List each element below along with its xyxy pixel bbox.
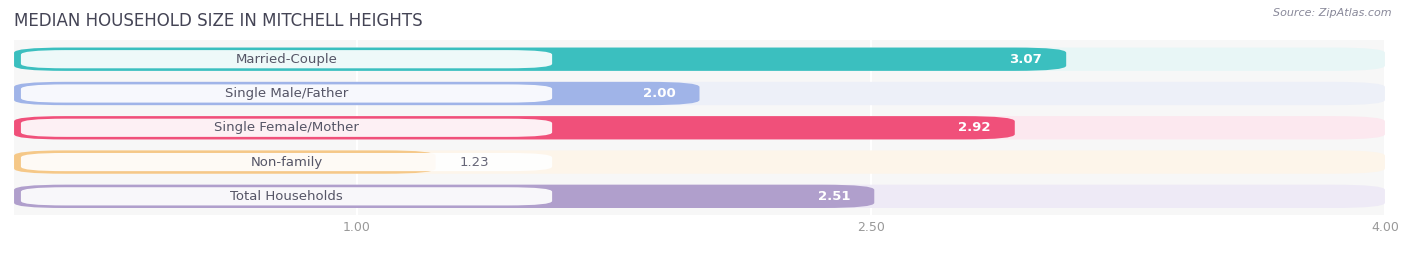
FancyBboxPatch shape (14, 116, 1015, 139)
Text: 1.23: 1.23 (460, 155, 489, 169)
FancyBboxPatch shape (14, 48, 1385, 71)
FancyBboxPatch shape (14, 150, 436, 174)
FancyBboxPatch shape (14, 48, 1066, 71)
FancyBboxPatch shape (21, 84, 553, 102)
Text: 3.07: 3.07 (1010, 53, 1042, 66)
Text: Total Households: Total Households (231, 190, 343, 203)
Text: Non-family: Non-family (250, 155, 322, 169)
FancyBboxPatch shape (14, 185, 1385, 208)
FancyBboxPatch shape (14, 116, 1385, 139)
Text: 2.92: 2.92 (959, 121, 991, 134)
FancyBboxPatch shape (14, 185, 875, 208)
FancyBboxPatch shape (21, 119, 553, 137)
Text: 2.51: 2.51 (818, 190, 851, 203)
FancyBboxPatch shape (21, 187, 553, 206)
Text: Single Male/Father: Single Male/Father (225, 87, 349, 100)
Text: 2.00: 2.00 (643, 87, 675, 100)
Text: Source: ZipAtlas.com: Source: ZipAtlas.com (1274, 8, 1392, 18)
FancyBboxPatch shape (14, 82, 1385, 105)
FancyBboxPatch shape (21, 50, 553, 68)
FancyBboxPatch shape (21, 153, 553, 171)
Text: Single Female/Mother: Single Female/Mother (214, 121, 359, 134)
FancyBboxPatch shape (14, 150, 1385, 174)
Text: Married-Couple: Married-Couple (236, 53, 337, 66)
FancyBboxPatch shape (14, 82, 700, 105)
Text: MEDIAN HOUSEHOLD SIZE IN MITCHELL HEIGHTS: MEDIAN HOUSEHOLD SIZE IN MITCHELL HEIGHT… (14, 12, 423, 30)
